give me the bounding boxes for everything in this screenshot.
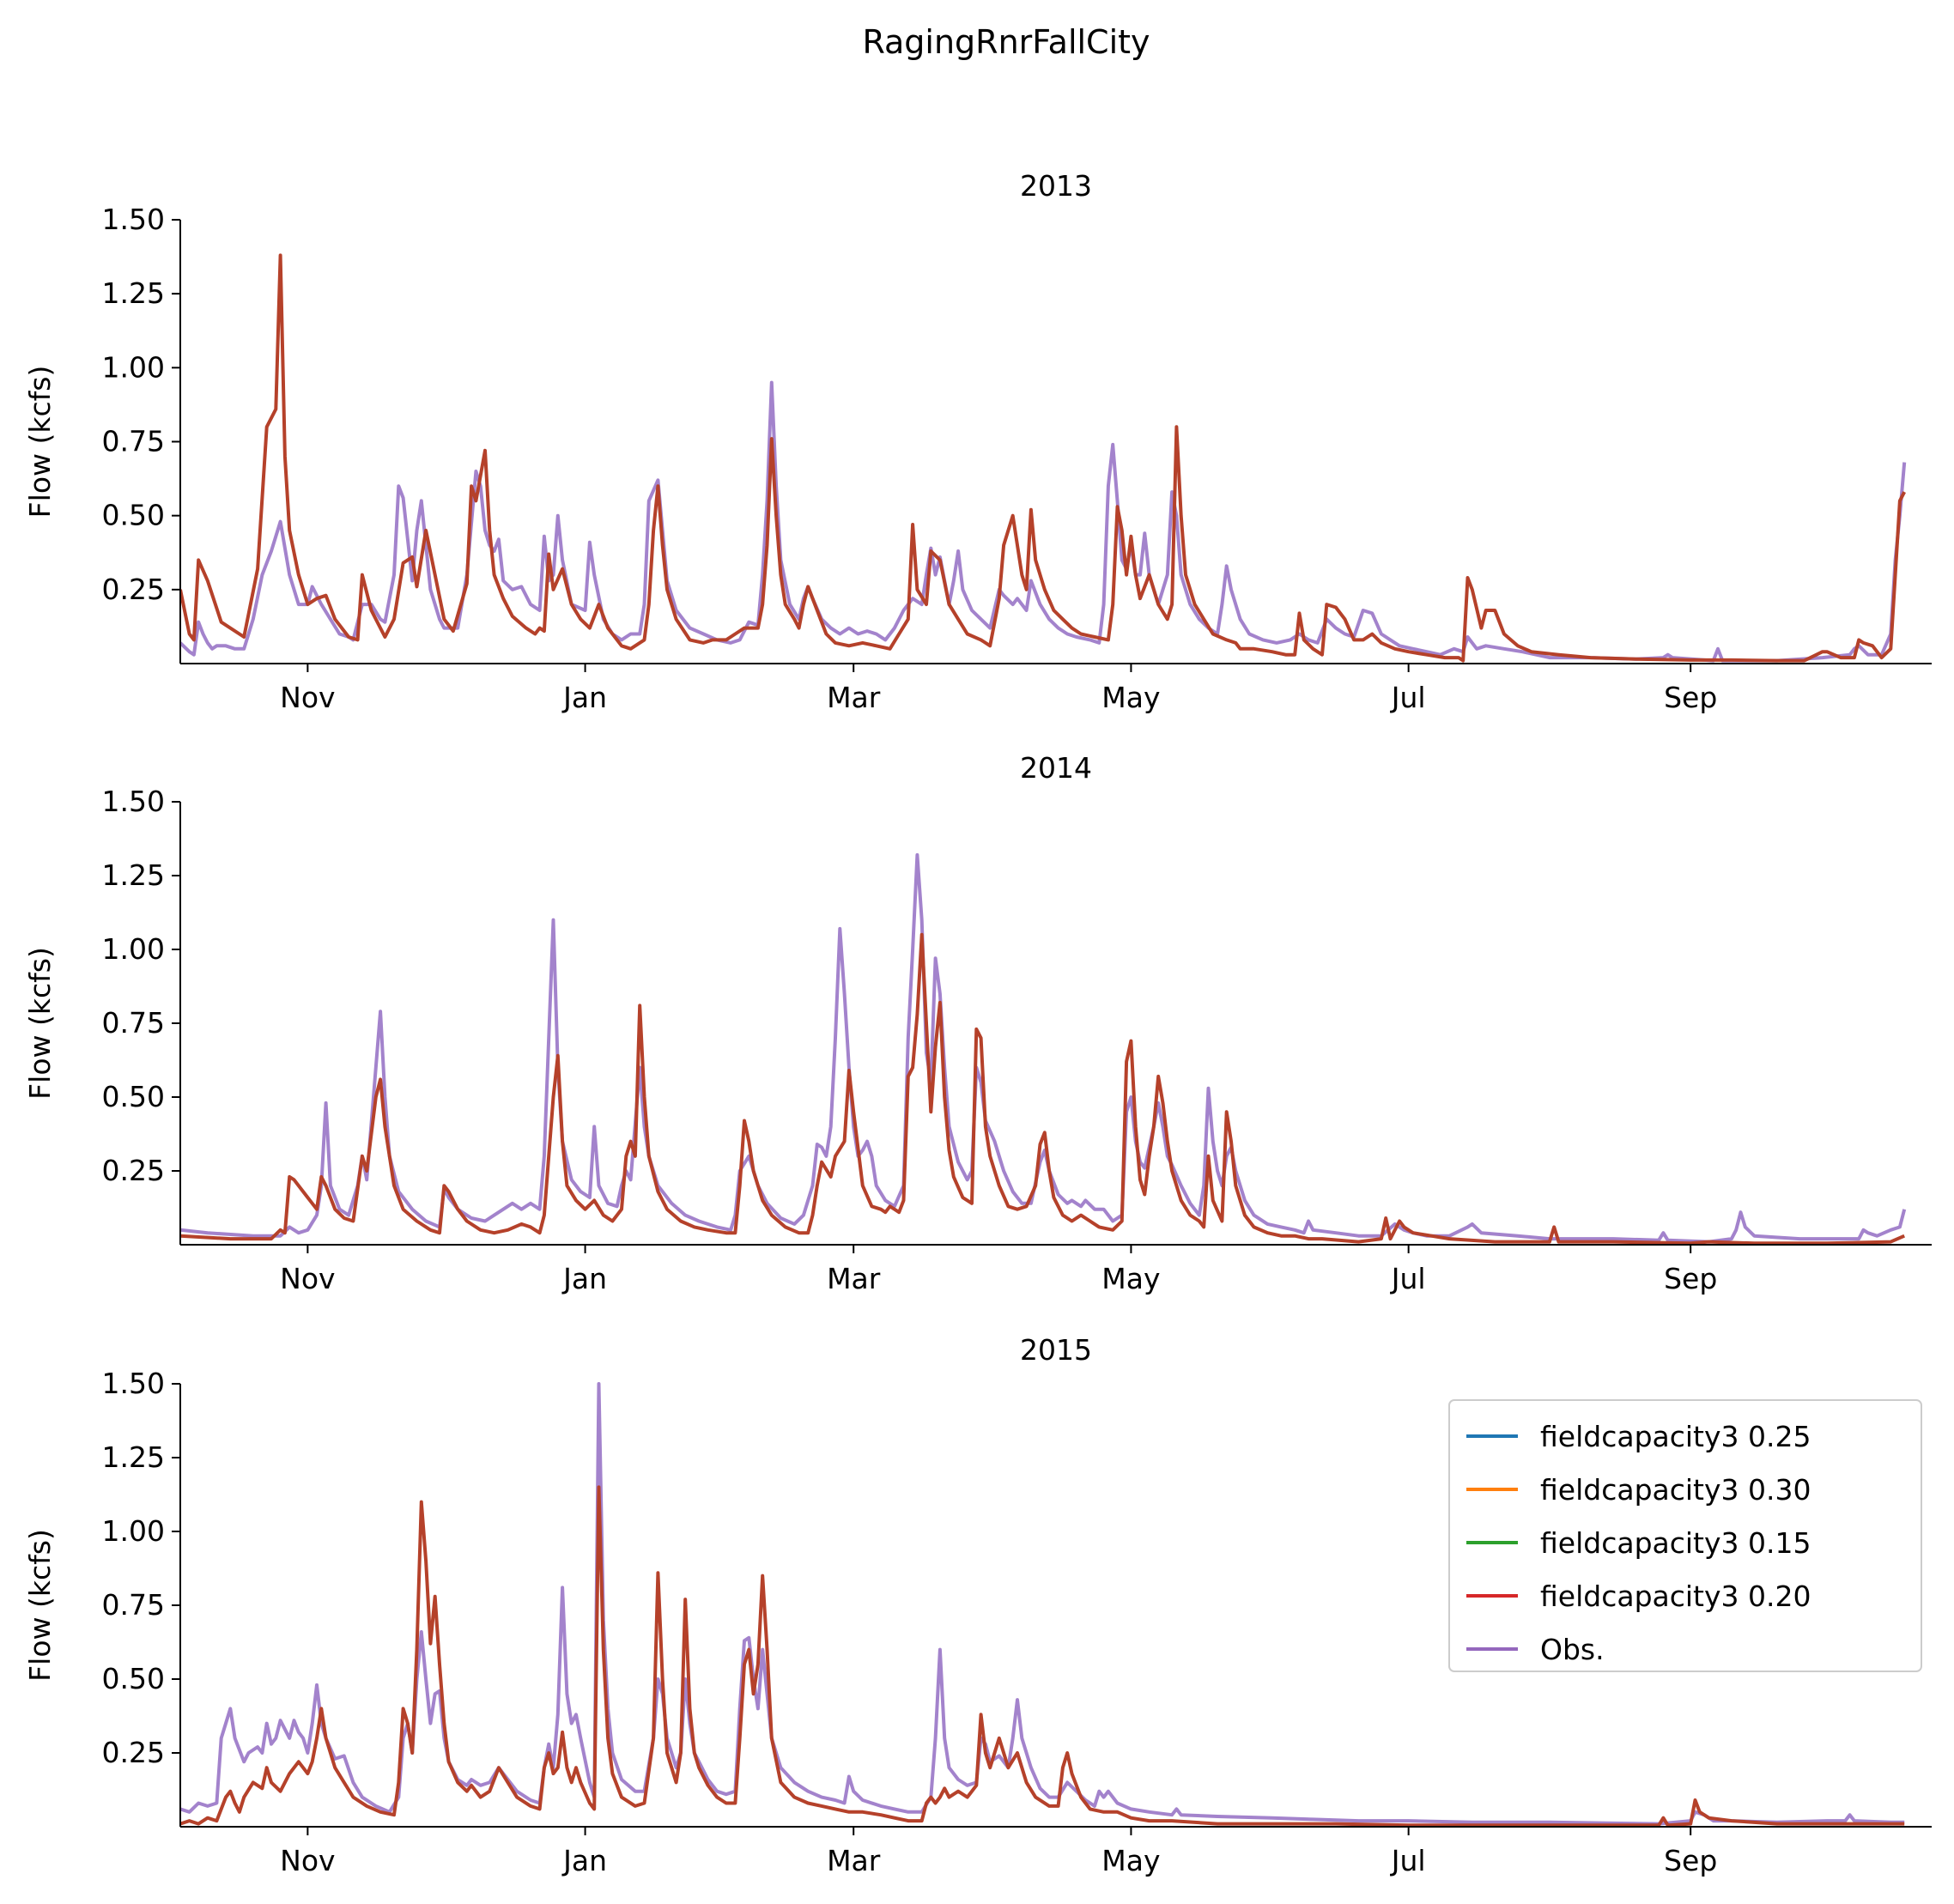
legend-label: fieldcapacity3 0.15 bbox=[1540, 1526, 1811, 1560]
x-tick-label: Sep bbox=[1664, 1844, 1717, 1877]
y-tick-label: 0.75 bbox=[102, 1588, 165, 1622]
y-axis-label: Flow (kcfs) bbox=[23, 366, 57, 518]
x-tick-label: Mar bbox=[827, 681, 881, 714]
series-line-fieldcapacity3 bbox=[180, 932, 1905, 1245]
legend: fieldcapacity3 0.25 fieldcapacity3 0.30 fi… bbox=[1448, 1399, 1922, 1672]
y-axis-label: Flow (kcfs) bbox=[23, 947, 57, 1100]
x-tick-label: Nov bbox=[280, 1844, 335, 1877]
y-tick-label: 0.75 bbox=[102, 1006, 165, 1040]
y-tick-label: 1.50 bbox=[102, 1367, 165, 1400]
x-tick-label: Mar bbox=[827, 1262, 881, 1295]
legend-box bbox=[1448, 1399, 1922, 1672]
y-tick-label: 1.00 bbox=[102, 1514, 165, 1548]
y-tick-label: 1.25 bbox=[102, 858, 165, 892]
y-axis-label: Flow (kcfs) bbox=[23, 1529, 57, 1682]
y-tick-label: 1.00 bbox=[102, 932, 165, 966]
x-tick-label: Jan bbox=[561, 681, 607, 714]
subplot-2013: 2013 Flow (kcfs) 0.25 0.50 0.75 1.00 1.25 1.50 N… bbox=[23, 169, 1932, 714]
x-tick-label: Jul bbox=[1390, 1844, 1426, 1877]
legend-label: fieldcapacity3 0.30 bbox=[1540, 1473, 1811, 1507]
x-tick-label: Nov bbox=[280, 1262, 335, 1295]
subplot-title: 2015 bbox=[1020, 1333, 1092, 1367]
series-line-fieldcapacity3 bbox=[180, 253, 1906, 663]
subplot-title: 2013 bbox=[1020, 169, 1092, 203]
x-tick-label: Sep bbox=[1664, 1262, 1717, 1295]
y-tick-label: 0.50 bbox=[102, 1080, 165, 1113]
y-tick-label: 1.25 bbox=[102, 276, 165, 310]
x-tick-label: Sep bbox=[1664, 681, 1717, 714]
x-tick-label: Jan bbox=[561, 1262, 607, 1295]
x-tick-label: Nov bbox=[280, 681, 335, 714]
y-tick-label: 1.50 bbox=[102, 203, 165, 236]
x-tick-label: Jul bbox=[1390, 681, 1426, 714]
y-tick-label: 0.75 bbox=[102, 425, 165, 458]
x-tick-label: May bbox=[1101, 1844, 1160, 1877]
x-tick-label: May bbox=[1101, 1262, 1160, 1295]
y-tick-label: 0.25 bbox=[102, 1736, 165, 1769]
series-line-fieldcapacity3 bbox=[180, 1485, 1905, 1827]
y-tick-label: 0.50 bbox=[102, 1662, 165, 1695]
x-tick-label: May bbox=[1101, 681, 1160, 714]
legend-label: fieldcapacity3 0.25 bbox=[1540, 1420, 1811, 1453]
figure-suptitle: RagingRnrFallCity bbox=[862, 23, 1150, 61]
legend-label: Obs. bbox=[1540, 1633, 1605, 1666]
subplot-title: 2014 bbox=[1020, 751, 1092, 785]
y-tick-label: 1.50 bbox=[102, 785, 165, 818]
y-tick-label: 0.25 bbox=[102, 1154, 165, 1187]
y-tick-label: 1.25 bbox=[102, 1440, 165, 1474]
x-tick-label: Jul bbox=[1390, 1262, 1426, 1295]
y-tick-label: 0.25 bbox=[102, 573, 165, 606]
y-tick-label: 0.50 bbox=[102, 499, 165, 532]
y-tick-label: 1.00 bbox=[102, 350, 165, 384]
legend-label: fieldcapacity3 0.20 bbox=[1540, 1580, 1811, 1613]
subplot-2015: 2015 Flow (kcfs) 0.25 0.50 0.75 1.00 1.25 1.50 N… bbox=[23, 1333, 1932, 1877]
subplot-2014: 2014 Flow (kcfs) 0.25 0.50 0.75 1.00 1.25 1.50 N… bbox=[23, 751, 1932, 1295]
x-tick-label: Jan bbox=[561, 1844, 607, 1877]
x-tick-label: Mar bbox=[827, 1844, 881, 1877]
subplot-panels: 2013 Flow (kcfs) 0.25 0.50 0.75 1.00 1.25 1.50 N… bbox=[23, 169, 1932, 1877]
